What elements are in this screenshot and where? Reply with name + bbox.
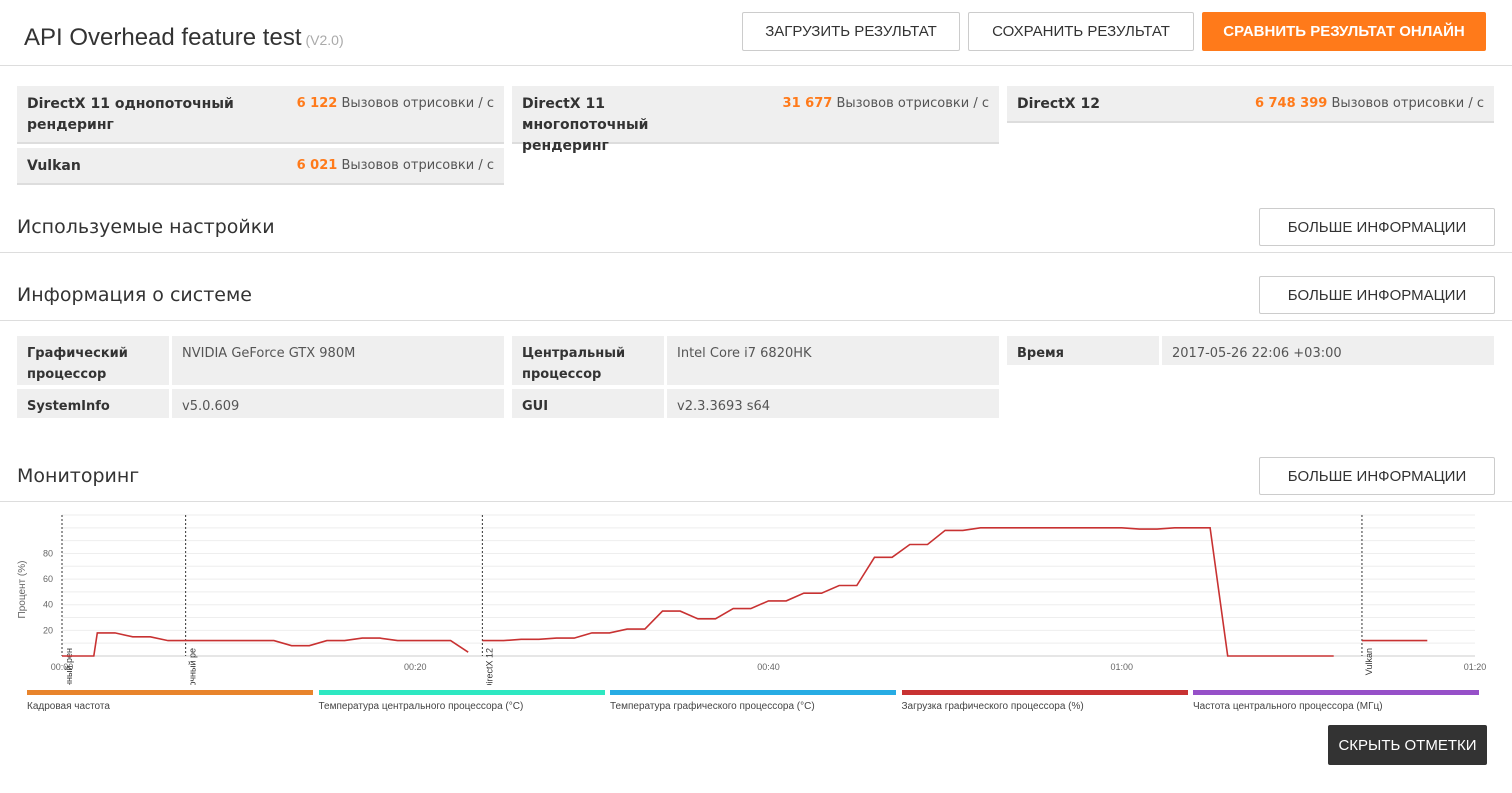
- monitoring-title: Мониторинг: [17, 465, 140, 487]
- settings-title: Используемые настройки: [17, 216, 275, 238]
- hide-markers-button[interactable]: СКРЫТЬ ОТМЕТКИ: [1328, 725, 1487, 765]
- legend-label: Частота центрального процессора (МГц): [1193, 701, 1383, 712]
- score-dx11-single: DirectX 11 однопоточный рендеринг 6 122 …: [17, 86, 504, 144]
- legend-color-bar: [901, 690, 1188, 695]
- legend-item[interactable]: Загрузка графического процессора (%): [901, 690, 1188, 720]
- page-title: API Overhead feature test (V2.0): [24, 24, 344, 52]
- y-tick-label: 60: [43, 574, 53, 584]
- gui-value: v2.3.3693 s64: [667, 389, 999, 418]
- monitoring-chart: 20 40 60 80 Процент (%) 00:00 00:20 00:40 01:00 0…: [17, 514, 1487, 685]
- cpu-label: Центральный процессор: [512, 336, 664, 385]
- legend-item[interactable]: Температура графического процессора (°C): [610, 690, 896, 720]
- divider: [0, 252, 1512, 253]
- legend-label: Загрузка графического процессора (%): [901, 701, 1084, 712]
- monitoring-more-button[interactable]: БОЛЬШЕ ИНФОРМАЦИИ: [1259, 457, 1495, 495]
- score-dx12: DirectX 12 6 748 399 Вызовов отрисовки /…: [1007, 86, 1494, 123]
- y-tick-label: 20: [43, 625, 53, 635]
- x-tick-label: 00:00: [51, 662, 74, 672]
- score-value: 31 677 Вызовов отрисовки / с: [782, 96, 989, 111]
- cpu-value: Intel Core i7 6820HK: [667, 336, 999, 385]
- divider: [0, 320, 1512, 321]
- score-value: 6 748 399 Вызовов отрисовки / с: [1254, 96, 1484, 111]
- score-name: DirectX 12: [1017, 96, 1100, 112]
- systeminfo-value: v5.0.609: [172, 389, 504, 418]
- y-axis-label: Процент (%): [17, 561, 28, 619]
- x-tick-label: 01:00: [1110, 662, 1133, 672]
- score-name: DirectX 11 однопоточный рендеринг: [27, 96, 234, 133]
- test-version: (V2.0): [305, 32, 344, 48]
- y-tick-label: 40: [43, 600, 53, 610]
- score-value: 6 021 Вызовов отрисовки / с: [296, 158, 494, 173]
- gui-label: GUI: [512, 389, 664, 418]
- score-value: 6 122 Вызовов отрисовки / с: [296, 96, 494, 111]
- x-tick-label: 01:20: [1464, 662, 1487, 672]
- systeminfo-label: SystemInfo: [17, 389, 169, 418]
- marker-label: DirectX 12: [484, 648, 494, 685]
- compare-online-button[interactable]: СРАВНИТЬ РЕЗУЛЬТАТ ОНЛАЙН: [1202, 12, 1486, 51]
- legend-color-bar: [610, 690, 896, 695]
- legend-color-bar: [1193, 690, 1479, 695]
- y-tick-label: 80: [43, 548, 53, 558]
- test-name: API Overhead feature test: [24, 24, 302, 51]
- time-value: 2017-05-26 22:06 +03:00: [1162, 336, 1494, 365]
- settings-more-button[interactable]: БОЛЬШЕ ИНФОРМАЦИИ: [1259, 208, 1495, 246]
- system-more-button[interactable]: БОЛЬШЕ ИНФОРМАЦИИ: [1259, 276, 1495, 314]
- legend-item[interactable]: Частота центрального процессора (МГц): [1193, 690, 1479, 720]
- series-line: [482, 526, 1334, 657]
- legend-item[interactable]: Температура центрального процессора (°C): [318, 690, 605, 720]
- score-dx11-multi: DirectX 11 многопоточный рендеринг 31 67…: [512, 86, 999, 154]
- time-label: Время: [1007, 336, 1159, 365]
- legend-item[interactable]: Кадровая частота: [27, 690, 313, 720]
- score-name: Vulkan: [27, 158, 81, 174]
- save-result-button[interactable]: СОХРАНИТЬ РЕЗУЛЬТАТ: [968, 12, 1194, 51]
- gpu-value: NVIDIA GeForce GTX 980M: [172, 336, 504, 385]
- legend-label: Кадровая частота: [27, 701, 110, 712]
- legend-color-bar: [27, 690, 313, 695]
- page-header: API Overhead feature test (V2.0) ЗАГРУЗИТ…: [0, 0, 1512, 66]
- marker-label: DirectX 11 многопоточный ре: [188, 648, 198, 685]
- legend-label: Температура графического процессора (°C): [610, 701, 815, 712]
- divider: [0, 501, 1512, 502]
- x-tick-label: 00:40: [757, 662, 780, 672]
- marker-label: Vulkan: [1364, 648, 1374, 675]
- legend-label: Температура центрального процессора (°C): [318, 701, 524, 712]
- gpu-label: Графический процессор: [17, 336, 169, 385]
- score-name: DirectX 11 многопоточный рендеринг: [522, 96, 649, 154]
- load-result-button[interactable]: ЗАГРУЗИТЬ РЕЗУЛЬТАТ: [742, 12, 960, 51]
- marker-label: DirectX 11 однопоточный рен: [64, 648, 74, 685]
- x-tick-label: 00:20: [404, 662, 427, 672]
- series-line: [62, 632, 469, 657]
- score-vulkan: Vulkan 6 021 Вызовов отрисовки / с: [17, 148, 504, 185]
- system-title: Информация о системе: [17, 284, 252, 306]
- legend-color-bar: [318, 690, 605, 695]
